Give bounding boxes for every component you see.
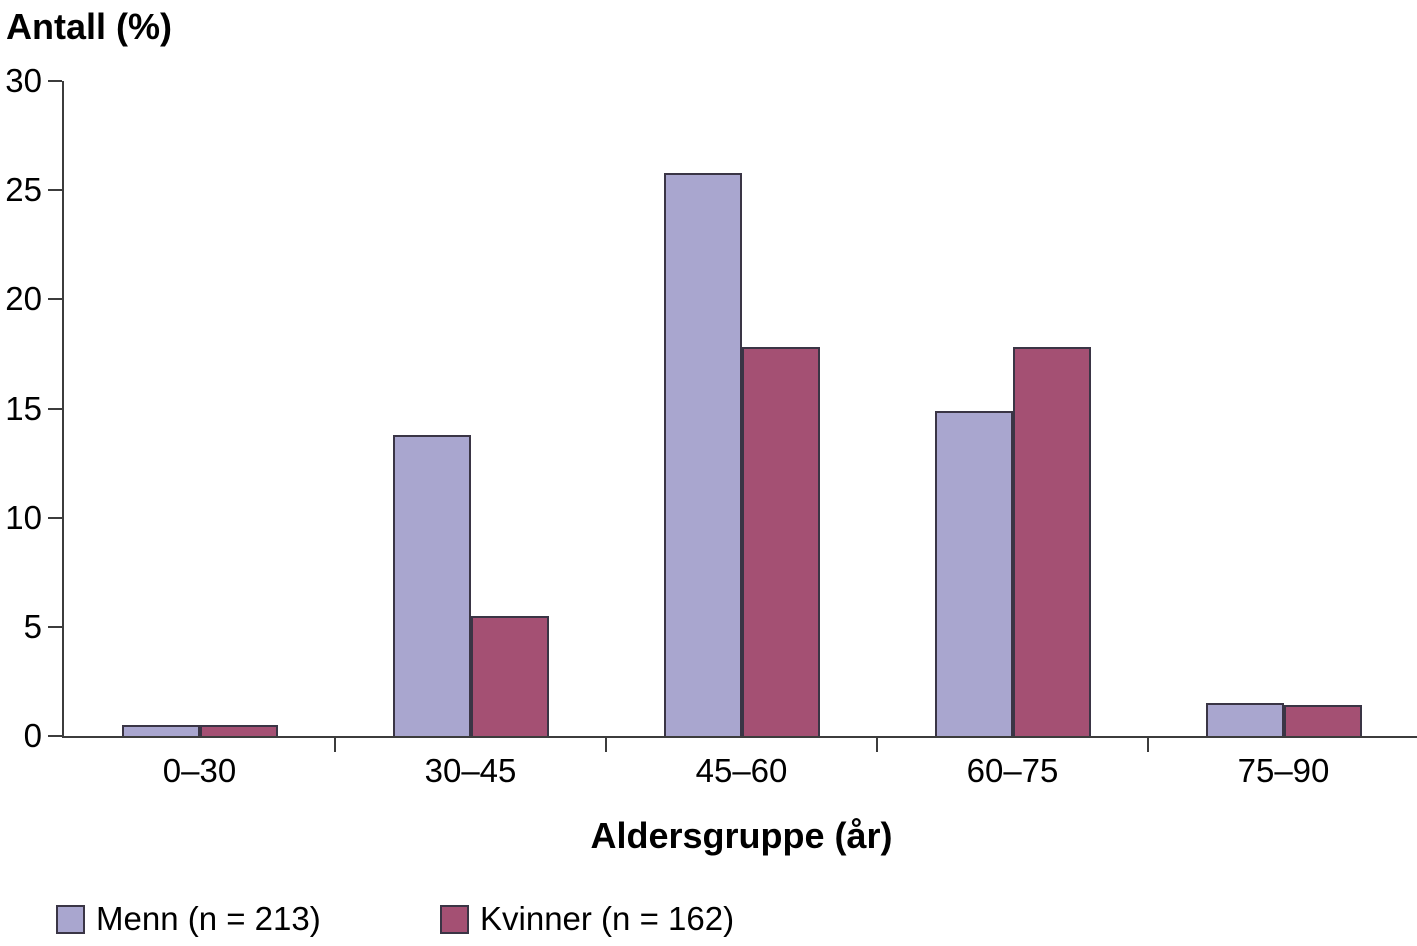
y-tick-0 (48, 735, 62, 737)
x-tick-4 (1147, 738, 1149, 752)
y-tick-5 (48, 625, 62, 628)
x-category-label-45-60: 45–60 (695, 752, 788, 789)
bar-kvinner-30-45 (470, 616, 549, 736)
legend-swatch-menn (56, 904, 85, 934)
y-tick-label-0: 0 (23, 717, 42, 754)
bar-kvinner-75-90 (1283, 705, 1362, 736)
bar-menn-60-75 (934, 411, 1013, 736)
x-tick-1 (334, 738, 336, 752)
x-category-label-0-30: 0–30 (162, 752, 237, 789)
plot-area: Aldersgruppe (år) 0 5 10 15 20 25 30 0–30 30–45 4… (5, 63, 1417, 856)
bar-kvinner-0-30 (199, 725, 278, 736)
y-tick-label-30: 30 (5, 62, 42, 99)
y-tick-label-5: 5 (23, 607, 42, 645)
x-axis-title: Aldersgruppe (år) (590, 815, 893, 856)
x-category-label-30-45: 30–45 (424, 752, 517, 789)
y-tick-label-20: 20 (5, 280, 42, 318)
bar-kvinner-45-60 (741, 347, 820, 736)
x-category-label-60-75: 60–75 (966, 752, 1059, 789)
x-category-label-75-90: 75–90 (1237, 752, 1330, 789)
y-tick-25 (48, 189, 62, 192)
y-axis-title: Antall (%) (6, 6, 172, 47)
legend-label-menn: Menn (n = 213) (96, 900, 321, 937)
x-tick-3 (876, 738, 878, 752)
y-tick-10 (48, 516, 62, 519)
x-tick-2 (605, 738, 607, 752)
bar-menn-30-45 (392, 435, 471, 736)
legend-item-kvinner: Kvinner (n = 162) (440, 899, 734, 939)
bar-kvinner-60-75 (1012, 347, 1091, 736)
bar-menn-0-30 (121, 725, 200, 736)
legend-label-kvinner: Kvinner (n = 162) (480, 900, 735, 937)
y-tick-label-15: 15 (5, 389, 42, 427)
legend-swatch-kvinner (440, 904, 469, 934)
y-tick-20 (48, 298, 62, 301)
y-tick-label-10: 10 (5, 498, 42, 536)
bar-menn-75-90 (1205, 703, 1284, 736)
y-tick-30 (48, 80, 62, 82)
legend-item-menn: Menn (n = 213) (56, 899, 321, 939)
y-tick-15 (48, 407, 62, 410)
bar-menn-45-60 (663, 173, 742, 736)
y-tick-label-25: 25 (5, 171, 42, 209)
